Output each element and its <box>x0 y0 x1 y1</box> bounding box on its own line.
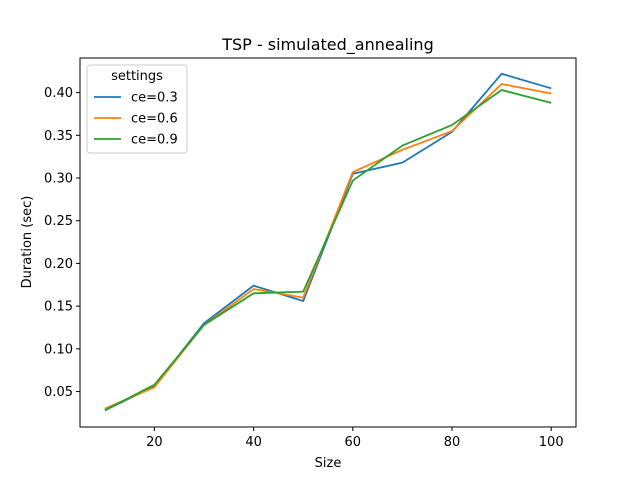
y-tick-label: 0.15 <box>44 300 73 315</box>
x-tick-label: 100 <box>539 435 564 450</box>
x-tick-label: 20 <box>146 435 163 450</box>
legend: settings ce=0.3 ce=0.6 ce=0.9 <box>86 64 188 154</box>
series-line-2 <box>104 89 552 412</box>
y-tick-label: 0.10 <box>44 342 73 357</box>
legend-title: settings <box>111 69 163 84</box>
x-axis-title: Size <box>315 456 342 471</box>
y-tick-label: 0.20 <box>44 257 73 272</box>
y-axis-title: Duration (sec) <box>20 196 35 289</box>
legend-box <box>86 64 188 154</box>
y-tick-label: 0.35 <box>44 129 73 144</box>
plot-area <box>104 72 552 412</box>
y-tick-label: 0.05 <box>44 385 73 400</box>
legend-label: ce=0.3 <box>131 91 178 106</box>
x-tick-label: 60 <box>345 435 362 450</box>
y-tick-label: 0.40 <box>44 86 73 101</box>
legend-label: ce=0.9 <box>131 133 178 148</box>
legend-label: ce=0.6 <box>131 112 178 127</box>
y-tick-label: 0.25 <box>44 214 73 229</box>
chart-title: TSP - simulated_annealing <box>221 35 433 55</box>
y-tick-label: 0.30 <box>44 172 73 187</box>
plot-frame <box>79 57 577 428</box>
x-tick-label: 40 <box>245 435 262 450</box>
x-tick-label: 80 <box>444 435 461 450</box>
axis-ticks: 20 40 60 80 100 0.05 0.10 0.15 0.20 0.25 0.30 0.35 0… <box>44 86 564 450</box>
